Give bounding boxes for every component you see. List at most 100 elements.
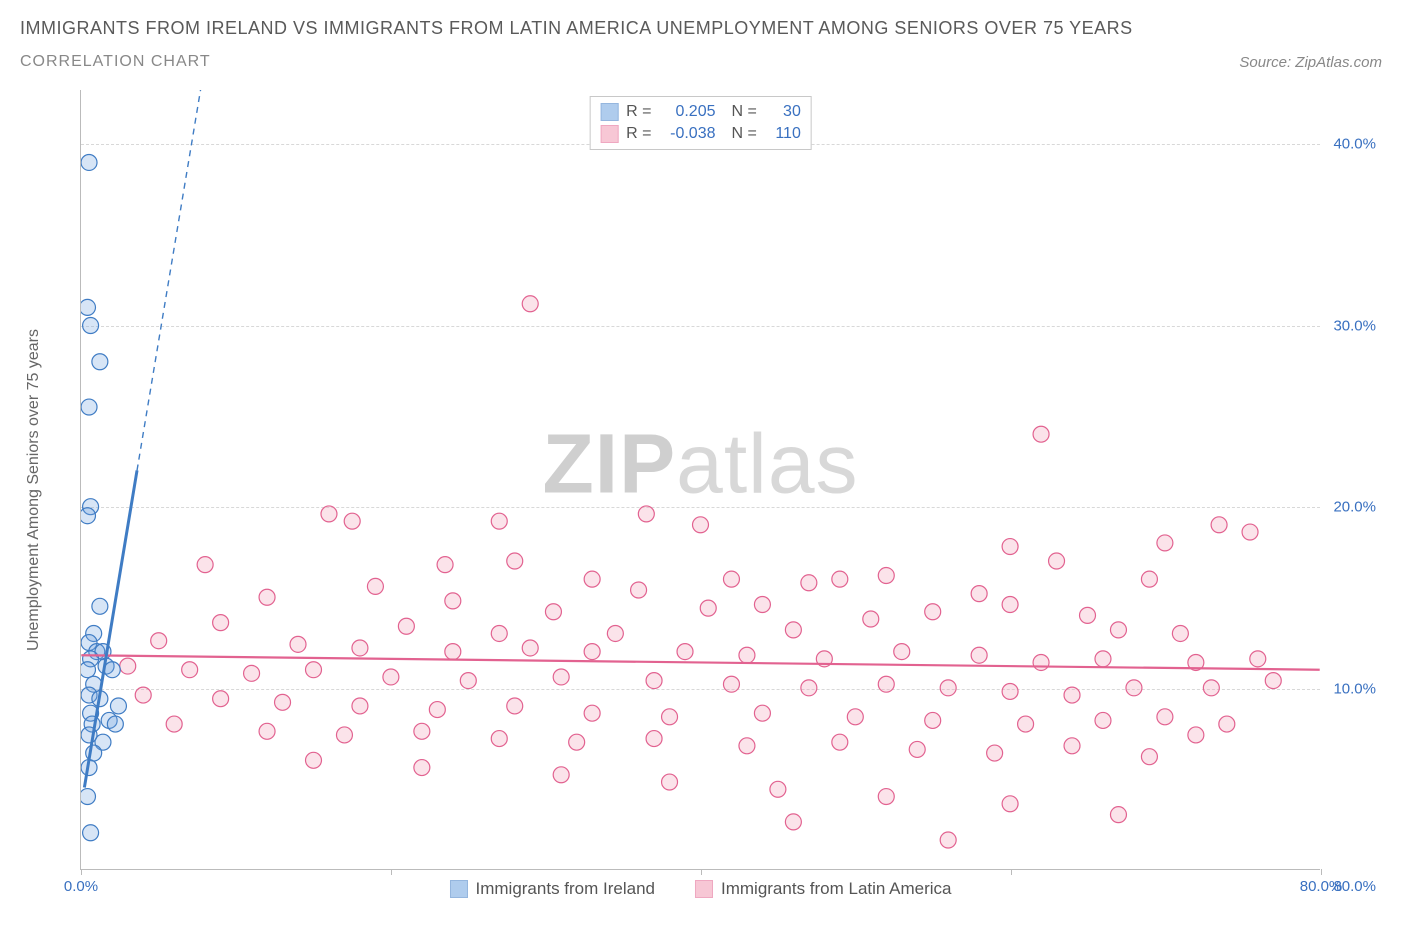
data-point bbox=[244, 665, 260, 681]
x-tick-label: 80.0% bbox=[1333, 878, 1376, 895]
data-point bbox=[1002, 597, 1018, 613]
data-point bbox=[662, 774, 678, 790]
x-tick bbox=[1011, 869, 1012, 875]
data-point bbox=[92, 354, 108, 370]
data-point bbox=[507, 698, 523, 714]
data-point bbox=[832, 571, 848, 587]
data-point bbox=[197, 557, 213, 573]
correlation-legend: R = 0.205 N = 30 R = -0.038 N = 110 bbox=[589, 96, 812, 150]
data-point bbox=[584, 644, 600, 660]
data-point bbox=[971, 647, 987, 663]
data-point bbox=[878, 568, 894, 584]
data-point bbox=[1002, 683, 1018, 699]
data-point bbox=[83, 825, 99, 841]
data-point bbox=[553, 767, 569, 783]
data-point bbox=[445, 644, 461, 660]
data-point bbox=[1172, 625, 1188, 641]
data-point bbox=[213, 615, 229, 631]
data-point bbox=[1141, 749, 1157, 765]
data-point bbox=[1188, 727, 1204, 743]
data-point bbox=[1018, 716, 1034, 732]
y-tick-label: 30.0% bbox=[1333, 317, 1376, 334]
data-point bbox=[662, 709, 678, 725]
data-point bbox=[1049, 553, 1065, 569]
data-point bbox=[367, 578, 383, 594]
scatter-svg bbox=[81, 90, 1320, 869]
data-point bbox=[1141, 571, 1157, 587]
data-point bbox=[352, 698, 368, 714]
chart-title: IMMIGRANTS FROM IRELAND VS IMMIGRANTS FR… bbox=[20, 18, 1386, 39]
data-point bbox=[1064, 738, 1080, 754]
data-point bbox=[801, 575, 817, 591]
data-point bbox=[925, 604, 941, 620]
y-tick-label: 20.0% bbox=[1333, 499, 1376, 516]
x-tick bbox=[701, 869, 702, 875]
data-point bbox=[1002, 796, 1018, 812]
legend-swatch-latin bbox=[600, 125, 618, 143]
y-axis-title: Unemployment Among Seniors over 75 years bbox=[25, 329, 43, 651]
data-point bbox=[631, 582, 647, 598]
data-point bbox=[1157, 709, 1173, 725]
data-point bbox=[638, 506, 654, 522]
data-point bbox=[925, 712, 941, 728]
data-point bbox=[135, 687, 151, 703]
data-point bbox=[182, 662, 198, 678]
bottom-legend-latin: Immigrants from Latin America bbox=[695, 879, 952, 899]
data-point bbox=[92, 598, 108, 614]
source-attribution: Source: ZipAtlas.com bbox=[1239, 54, 1382, 71]
data-point bbox=[259, 723, 275, 739]
data-point bbox=[754, 597, 770, 613]
data-point bbox=[336, 727, 352, 743]
data-point bbox=[894, 644, 910, 660]
source-label: Source: bbox=[1239, 54, 1291, 71]
data-point bbox=[863, 611, 879, 627]
data-point bbox=[1242, 524, 1258, 540]
data-point bbox=[1126, 680, 1142, 696]
legend-row-ireland: R = 0.205 N = 30 bbox=[600, 101, 801, 123]
data-point bbox=[1265, 673, 1281, 689]
data-point bbox=[290, 636, 306, 652]
data-point bbox=[429, 702, 445, 718]
data-point bbox=[553, 669, 569, 685]
data-point bbox=[81, 299, 95, 315]
data-point bbox=[545, 604, 561, 620]
data-point bbox=[607, 625, 623, 641]
data-point bbox=[584, 705, 600, 721]
data-point bbox=[151, 633, 167, 649]
data-point bbox=[460, 673, 476, 689]
data-point bbox=[878, 676, 894, 692]
data-point bbox=[971, 586, 987, 602]
data-point bbox=[104, 662, 120, 678]
data-point bbox=[832, 734, 848, 750]
data-point bbox=[491, 625, 507, 641]
data-point bbox=[646, 731, 662, 747]
data-point bbox=[1095, 651, 1111, 667]
data-point bbox=[414, 760, 430, 776]
data-point bbox=[81, 662, 95, 678]
data-point bbox=[81, 789, 95, 805]
data-point bbox=[398, 618, 414, 634]
data-point bbox=[110, 698, 126, 714]
plot-region: ZIPatlas R = 0.205 N = 30 R = -0.038 N =… bbox=[80, 90, 1320, 870]
data-point bbox=[1110, 807, 1126, 823]
data-point bbox=[491, 513, 507, 529]
x-tick bbox=[81, 869, 82, 875]
data-point bbox=[693, 517, 709, 533]
data-point bbox=[987, 745, 1003, 761]
data-point bbox=[569, 734, 585, 750]
data-point bbox=[1002, 539, 1018, 555]
data-point bbox=[785, 814, 801, 830]
data-point bbox=[1033, 426, 1049, 442]
legend-swatch-ireland bbox=[600, 103, 618, 121]
x-tick bbox=[1321, 869, 1322, 875]
legend-row-latin: R = -0.038 N = 110 bbox=[600, 123, 801, 145]
data-point bbox=[522, 640, 538, 656]
x-tick bbox=[391, 869, 392, 875]
legend-swatch-ireland bbox=[449, 880, 467, 898]
data-point bbox=[275, 694, 291, 710]
data-point bbox=[909, 741, 925, 757]
data-point bbox=[739, 738, 755, 754]
data-point bbox=[739, 647, 755, 663]
data-point bbox=[1203, 680, 1219, 696]
data-point bbox=[213, 691, 229, 707]
